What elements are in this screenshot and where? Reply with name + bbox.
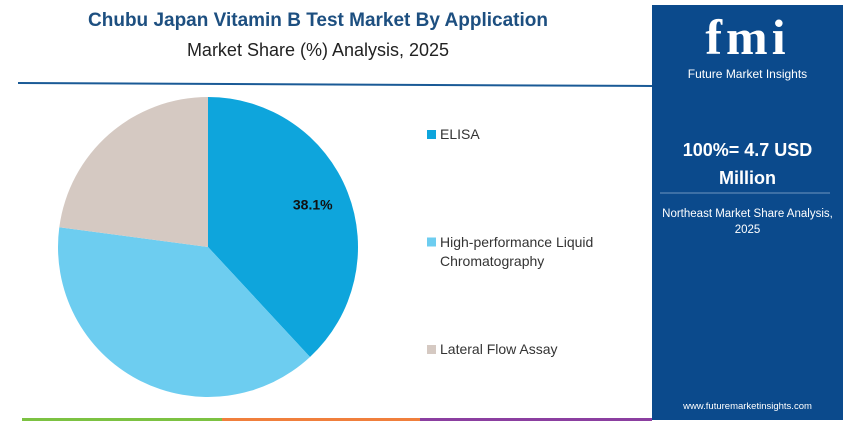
panel-note: Northeast Market Share Analysis, 2025 bbox=[662, 208, 833, 236]
side-panel bbox=[652, 5, 843, 420]
pie-slice bbox=[208, 97, 358, 357]
chart-subtitle: Market Share (%) Analysis, 2025 bbox=[187, 40, 449, 60]
legend-swatch bbox=[427, 237, 436, 247]
pie-slice bbox=[57, 227, 310, 397]
chart-title: Chubu Japan Vitamin B Test Market By App… bbox=[88, 10, 548, 31]
legend-swatch bbox=[427, 345, 436, 354]
footer-bar bbox=[420, 418, 652, 421]
pie-slice bbox=[59, 97, 208, 247]
footer-bar bbox=[22, 418, 222, 421]
brand: Future Market Insights bbox=[687, 67, 808, 81]
total: 100%= 4.7 USD Million bbox=[682, 140, 813, 188]
legend-label: ELISA bbox=[440, 126, 480, 142]
url: www.futuremarketinsights.com bbox=[683, 401, 812, 412]
divider bbox=[17, 82, 653, 87]
legend-swatch bbox=[427, 130, 436, 139]
logo: fmi bbox=[705, 9, 790, 65]
footer-bar bbox=[222, 418, 420, 421]
legend-label: Lateral Flow Assay bbox=[440, 341, 558, 357]
data-label: 38.1% bbox=[293, 197, 333, 213]
legend-label: High-performance Liquid Chromatography bbox=[440, 233, 594, 269]
